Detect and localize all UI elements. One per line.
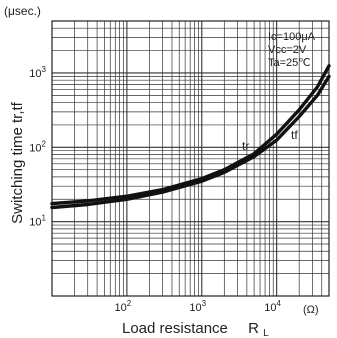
x-axis-label-subscript: L (263, 328, 269, 338)
plot-frame (51, 20, 330, 297)
y-tick-exponent: 2 (42, 139, 47, 148)
y-tick-base: 10 (29, 142, 41, 154)
x-tick-exponent: 2 (127, 299, 132, 308)
y-tick-base: 10 (29, 217, 41, 229)
condition-text: Ic=100μA (268, 31, 316, 43)
x-axis-label: Load resistance R L (122, 320, 269, 338)
x-tick-label: 104 (264, 299, 281, 314)
series-line-tf (50, 74, 331, 210)
y-unit-label: (μsec.) (4, 4, 41, 18)
y-tick-label: 101 (29, 214, 46, 229)
x-tick-label: 103 (189, 299, 206, 314)
grid (52, 21, 329, 296)
x-unit-label: (Ω) (303, 304, 319, 316)
x-tick-exponent: 4 (277, 299, 282, 308)
condition-text: Vcc=2V (268, 44, 307, 56)
series-label-tr: tr (242, 139, 249, 153)
x-tick-label: 102 (115, 299, 132, 314)
y-tick-base: 10 (29, 68, 41, 80)
y-axis-label: Switching time tr,tf (9, 101, 26, 224)
y-tick-exponent: 1 (42, 214, 47, 223)
y-tick-exponent: 3 (42, 65, 47, 74)
x-tick-base: 10 (115, 302, 127, 314)
curves (50, 64, 331, 210)
condition-text: Ta=25℃ (268, 57, 311, 69)
x-tick-base: 10 (189, 302, 201, 314)
y-tick-label: 102 (29, 139, 46, 154)
y-tick-label: 103 (29, 65, 46, 80)
x-tick-base: 10 (264, 302, 276, 314)
series-label-tf: tf (291, 128, 298, 142)
x-axis-label-text: Load resistance (122, 320, 228, 337)
x-tick-exponent: 3 (202, 299, 207, 308)
x-axis-label-symbol: R (248, 320, 259, 337)
series-line-tr (50, 64, 331, 206)
